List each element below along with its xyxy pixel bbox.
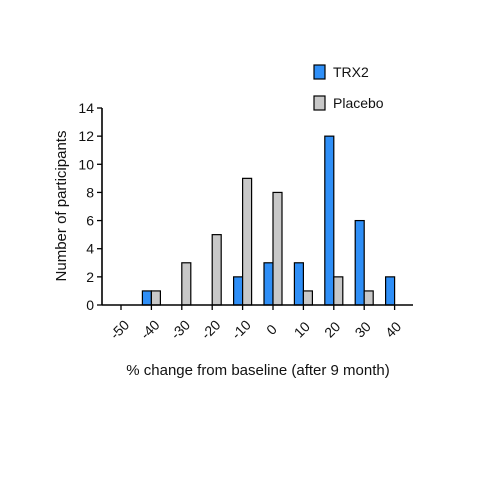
x-tick-label: -30: [167, 317, 193, 343]
bar-placebo--40: [150, 290, 161, 306]
x-tick-label: 10: [291, 318, 313, 340]
y-tick-label: 12: [78, 128, 94, 144]
bar-trx2--40: [141, 290, 152, 306]
bar-trx2-30: [354, 219, 365, 306]
x-axis-title: % change from baseline (after 9 month): [126, 362, 389, 379]
bar-placebo-20: [333, 276, 344, 306]
bar-placebo-0: [272, 191, 283, 306]
bar-trx2-0: [263, 262, 274, 306]
y-tick-label: 10: [78, 156, 94, 172]
bar-placebo-30: [363, 290, 374, 306]
y-tick-label: 14: [78, 100, 94, 116]
x-tick-label: 40: [382, 318, 404, 340]
x-tick-label: -20: [198, 317, 224, 343]
x-tick-label: 0: [263, 321, 280, 338]
x-tick-label: -50: [107, 317, 133, 343]
x-tick-label: -40: [137, 317, 163, 343]
legend-label-placebo: Placebo: [333, 95, 384, 111]
x-axis-ticks: -50 -40 -30 -20 -10 0 10 20 30 40: [107, 305, 404, 343]
y-tick-label: 0: [86, 297, 94, 313]
y-tick-label: 8: [86, 184, 94, 200]
bar-placebo--10: [242, 177, 253, 306]
bar-placebo-10: [302, 290, 313, 306]
y-axis-ticks: 0 2 4 6 8 10 12 14: [78, 100, 102, 313]
y-tick-label: 6: [86, 213, 94, 229]
axes: [101, 108, 413, 306]
legend-swatch-placebo: [313, 95, 326, 111]
legend-label-trx2: TRX2: [333, 64, 369, 80]
x-tick-label: 20: [321, 318, 343, 340]
bar-placebo--20: [211, 234, 222, 306]
bar-trx2-40: [385, 276, 396, 306]
legend: TRX2 Placebo: [313, 64, 384, 111]
bar-trx2-20: [324, 135, 335, 306]
bar-trx2--10: [233, 276, 244, 306]
y-axis-title: Number of participants: [53, 131, 70, 282]
y-tick-label: 2: [86, 269, 94, 285]
bar-trx2-10: [293, 262, 304, 306]
y-tick-label: 4: [86, 241, 94, 257]
x-tick-label: -10: [228, 317, 254, 343]
x-tick-label: 30: [351, 318, 373, 340]
bar-placebo--30: [181, 262, 192, 306]
bars: [141, 135, 396, 306]
legend-swatch-trx2: [313, 64, 326, 80]
